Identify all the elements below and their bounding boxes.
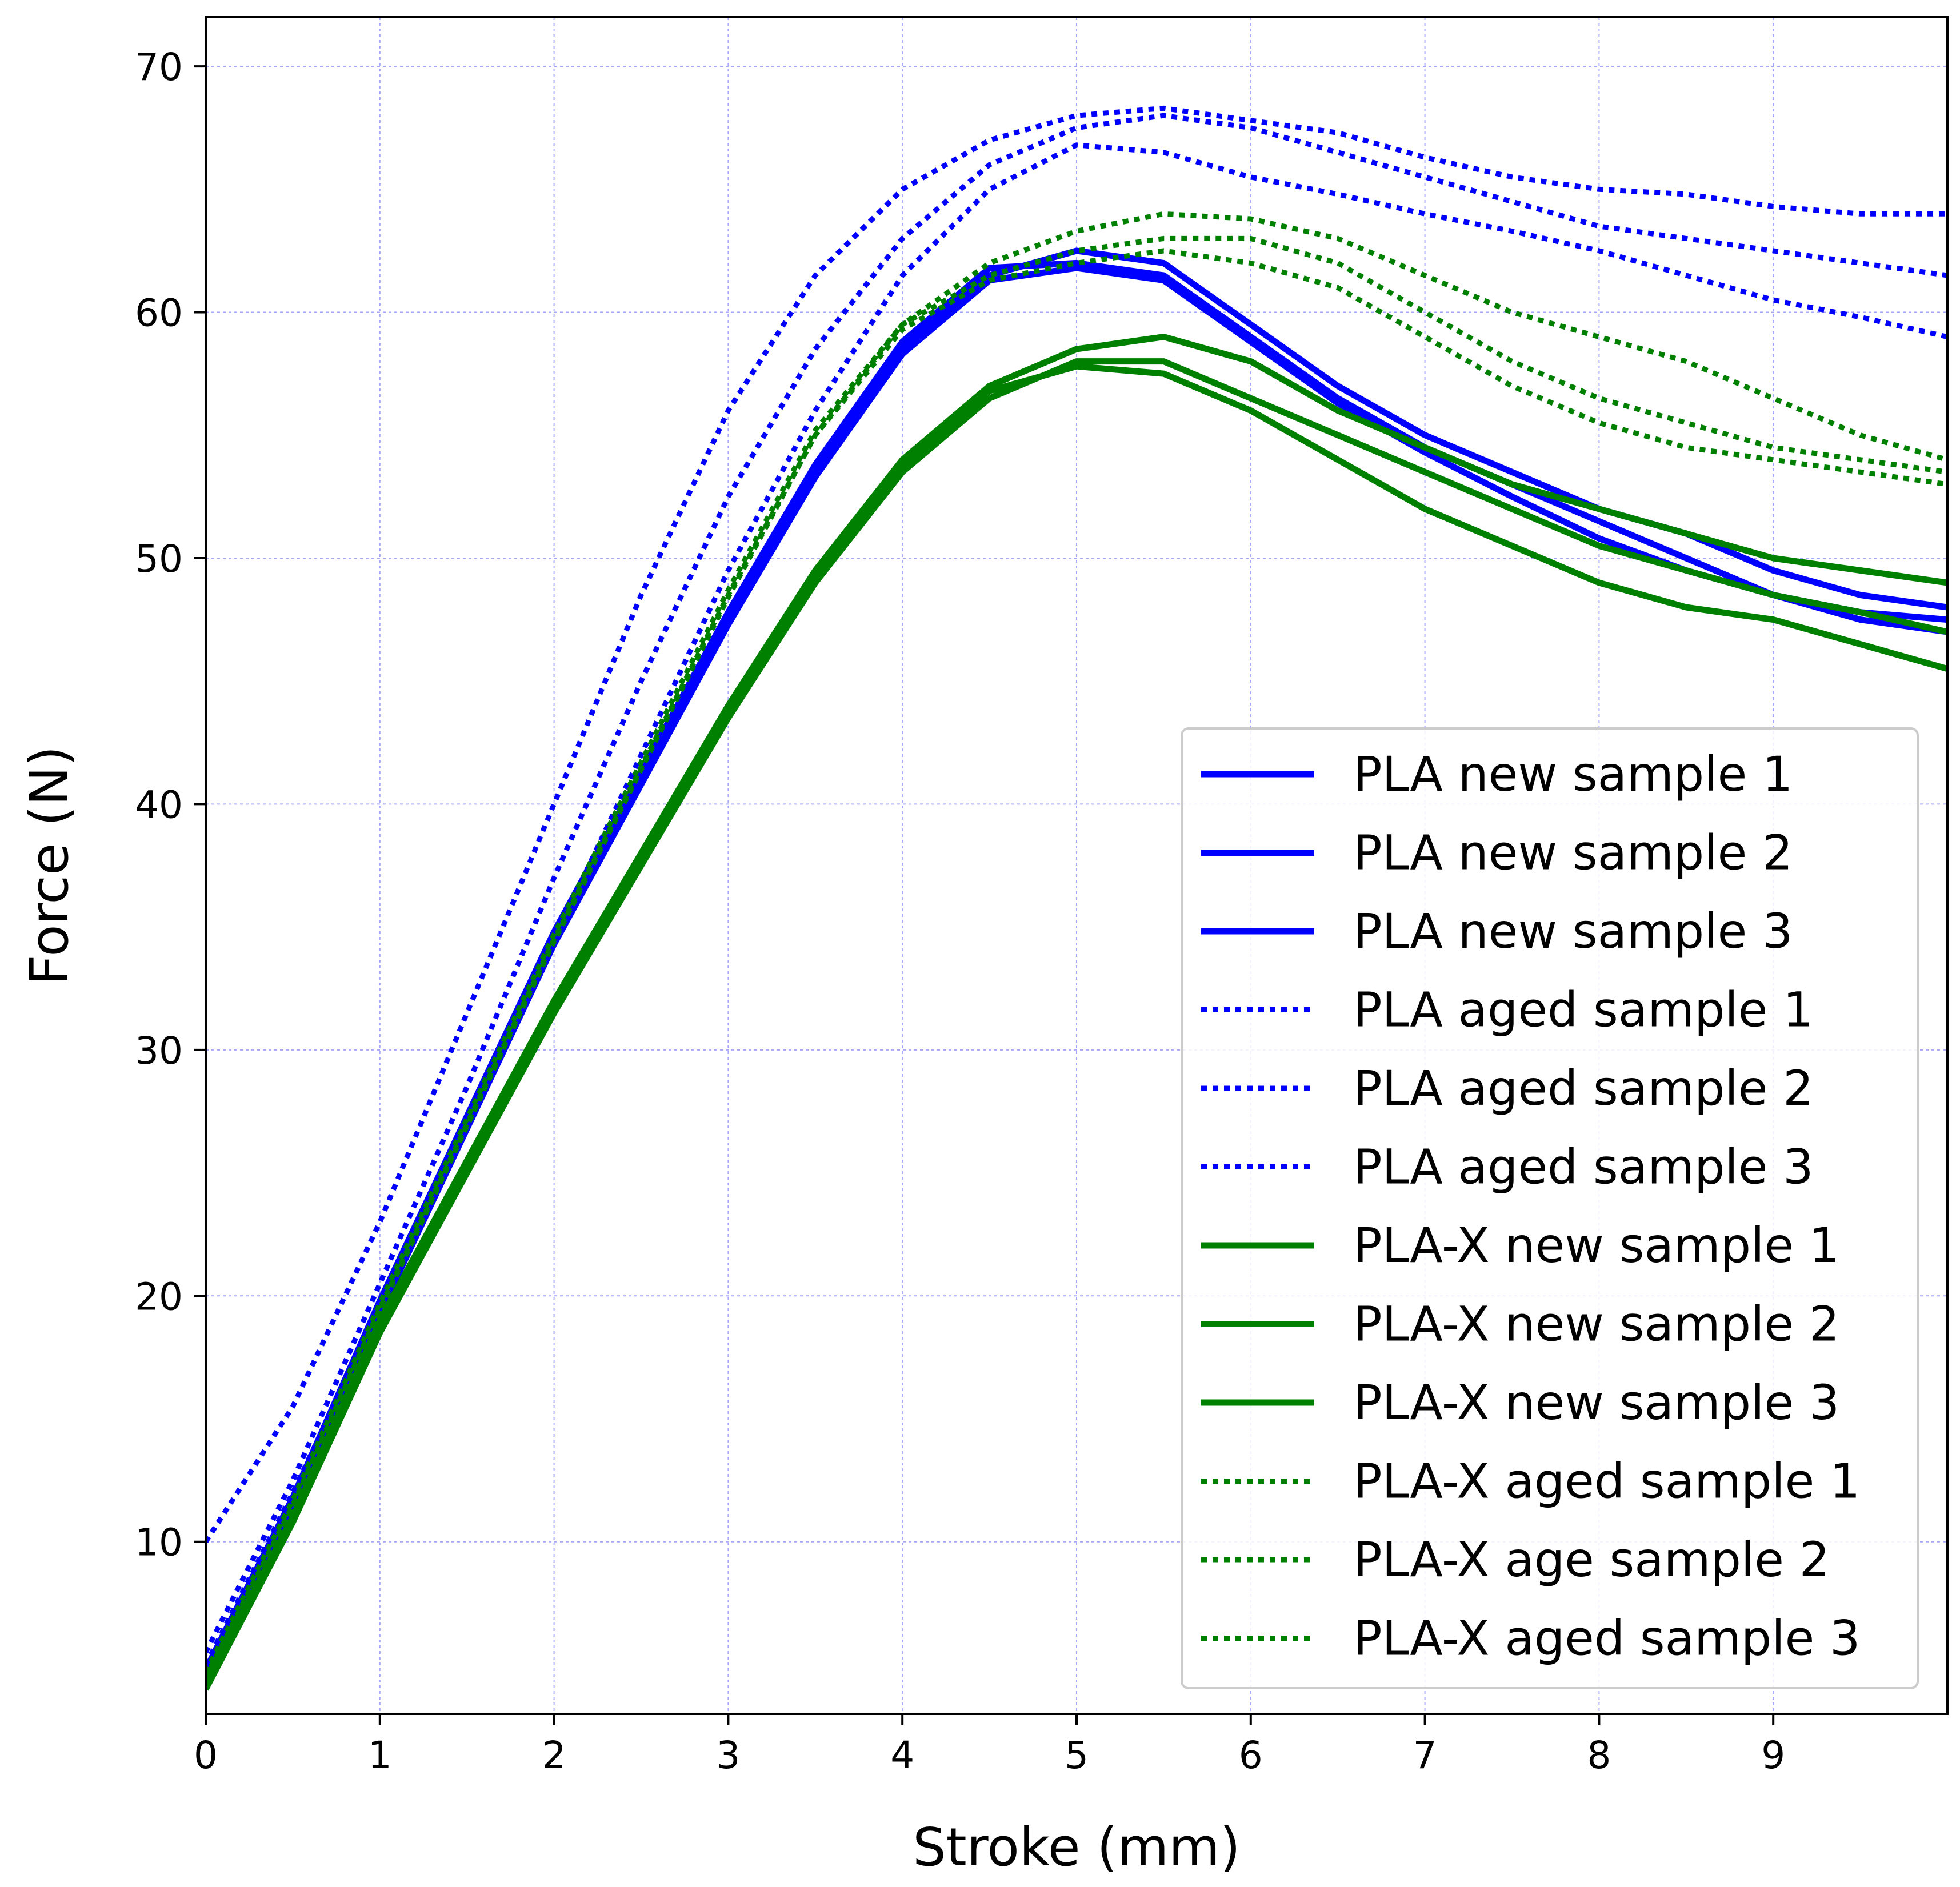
legend: PLA new sample 1 PLA new sample 2 PLA new …	[1181, 727, 1919, 1689]
legend-label: PLA-X new sample 3	[1353, 1375, 1839, 1431]
y-tick-label: 60	[135, 291, 183, 335]
axis-ticks: 0 1 2 3 4 5 6 7 8 9 10 20 30 40 50 60 70	[135, 45, 1785, 1777]
legend-label: PLA-X aged sample 1	[1353, 1453, 1860, 1509]
legend-label: PLA aged sample 3	[1353, 1139, 1814, 1195]
y-tick-label: 20	[135, 1275, 183, 1319]
legend-box	[1181, 727, 1919, 1689]
series-line-4	[206, 105, 1947, 1544]
x-tick-label: 8	[1587, 1733, 1611, 1777]
x-tick-label: 9	[1761, 1733, 1785, 1777]
legend-label: PLA-X new sample 1	[1353, 1217, 1839, 1273]
legend-label: PLA-X aged sample 3	[1353, 1610, 1860, 1666]
y-tick-label: 50	[135, 537, 183, 581]
y-tick-label: 10	[135, 1521, 183, 1565]
legend-label: PLA aged sample 2	[1353, 1060, 1814, 1116]
y-axis-label: Force (N)	[19, 746, 80, 985]
legend-label: PLA aged sample 1	[1353, 982, 1814, 1038]
y-tick-label: 40	[135, 783, 183, 827]
x-tick-label: 3	[716, 1733, 740, 1777]
x-tick-label: 0	[194, 1733, 218, 1777]
x-tick-label: 6	[1239, 1733, 1263, 1777]
legend-label: PLA-X new sample 2	[1353, 1296, 1839, 1352]
x-tick-label: 1	[368, 1733, 392, 1777]
x-tick-label: 4	[890, 1733, 914, 1777]
x-tick-label: 7	[1413, 1733, 1437, 1777]
legend-label: PLA new sample 3	[1353, 903, 1793, 959]
series-line-8	[206, 358, 1947, 1691]
legend-label: PLA new sample 1	[1353, 746, 1793, 802]
series-lines	[206, 105, 1947, 1691]
series-line-11	[206, 235, 1947, 1673]
series-line-5	[206, 113, 1947, 1654]
y-tick-label: 30	[135, 1029, 183, 1073]
legend-label: PLA new sample 2	[1353, 825, 1793, 881]
x-tick-label: 2	[542, 1733, 566, 1777]
x-tick-label: 5	[1065, 1733, 1089, 1777]
series-line-6	[206, 142, 1947, 1666]
series-line-2	[206, 259, 1947, 1671]
series-line-12	[206, 248, 1947, 1681]
y-tick-label: 70	[135, 45, 183, 89]
series-line-9	[206, 363, 1947, 1684]
legend-label: PLA-X age sample 2	[1353, 1532, 1830, 1588]
x-axis-label: Stroke (mm)	[913, 1817, 1240, 1878]
